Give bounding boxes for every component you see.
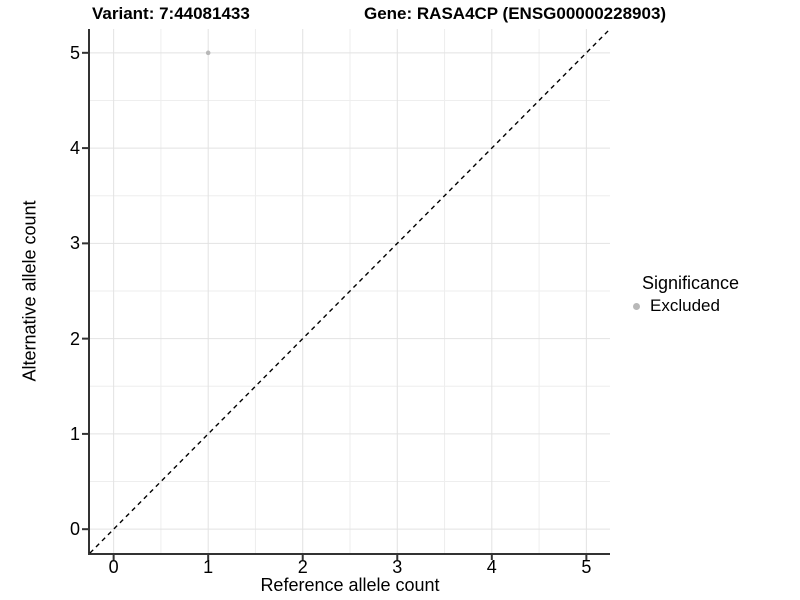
- x-tick-label: 4: [486, 557, 497, 577]
- legend-item-label: Excluded: [650, 296, 720, 315]
- x-tick-label: 1: [203, 557, 214, 577]
- legend-item-excluded: Excluded: [630, 295, 739, 317]
- y-tick-label: 4: [69, 138, 80, 159]
- x-tick-label: 5: [581, 557, 592, 577]
- y-tick-label: 5: [69, 42, 80, 63]
- y-tick-label: 0: [69, 519, 80, 540]
- legend-title: Significance: [642, 273, 740, 293]
- plot-panel: [82, 28, 611, 560]
- plot-canvas: [82, 28, 611, 560]
- plot-title-variant: Variant: 7:44081433: [92, 4, 250, 23]
- legend: Significance Excluded: [630, 272, 739, 317]
- y-tick-label: 1: [69, 423, 80, 444]
- x-tick-label: 2: [297, 557, 308, 577]
- y-tick-label: 2: [69, 328, 80, 349]
- x-axis-title: Reference allele count: [260, 575, 440, 595]
- excluded-marker-icon: [633, 302, 640, 310]
- plot-title-gene: Gene: RASA4CP (ENSG00000228903): [364, 4, 667, 23]
- y-axis-title: Alternative allele count: [19, 200, 40, 382]
- x-tick-label: 3: [392, 557, 403, 577]
- y-tick-label: 3: [69, 233, 80, 254]
- x-tick-label: 0: [108, 557, 119, 577]
